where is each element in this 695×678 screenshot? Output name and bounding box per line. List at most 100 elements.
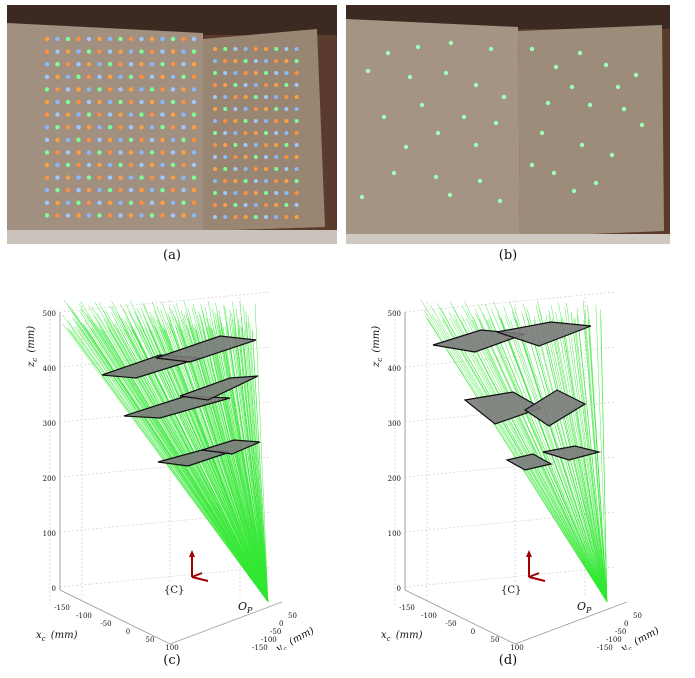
led-dot: [579, 142, 585, 148]
y-axis-label-unit: (mm): [284, 625, 316, 649]
led-dot: [97, 62, 102, 67]
led-dot: [294, 131, 299, 135]
led-dot: [191, 200, 197, 205]
y-tick-label: -50: [270, 628, 281, 636]
x-axis-label-sub: c: [387, 635, 391, 643]
led-dot: [76, 125, 81, 130]
ray-line: [172, 329, 269, 603]
led-dot: [128, 87, 134, 92]
z-tick-label: 400: [388, 365, 401, 373]
led-dot: [253, 107, 258, 111]
led-dot: [553, 64, 559, 70]
x-axis-label: xc (mm): [381, 630, 423, 643]
ray-line: [559, 319, 608, 603]
ray-line: [587, 319, 608, 603]
led-dot: [415, 44, 421, 50]
led-dot: [170, 112, 176, 117]
led-dot: [294, 59, 299, 63]
led-dot: [107, 162, 113, 168]
led-dot: [419, 102, 425, 108]
led-dot: [44, 213, 50, 218]
led-dot: [284, 167, 289, 171]
led-dot: [191, 99, 197, 105]
board-left: [346, 19, 520, 244]
led-dot: [253, 191, 258, 195]
led-dot: [55, 49, 60, 54]
led-dot: [213, 47, 217, 51]
led-dot: [86, 175, 92, 180]
led-dot: [149, 49, 155, 54]
ray-line: [235, 329, 269, 603]
led-dot: [128, 200, 134, 205]
led-dot: [233, 59, 238, 63]
ray-line: [133, 329, 269, 603]
led-dot: [448, 40, 454, 46]
led-dot: [97, 188, 102, 193]
led-dot: [264, 47, 268, 51]
z-tick-label: 500: [43, 310, 56, 318]
led-dot: [443, 70, 449, 76]
led-dot: [65, 49, 71, 54]
led-dot: [149, 150, 155, 155]
led-dot: [191, 36, 197, 42]
led-dot: [497, 198, 503, 204]
led-dot: [55, 36, 60, 42]
ray-line: [552, 318, 608, 603]
led-dot: [107, 150, 113, 155]
led-dot: [274, 215, 279, 219]
led-dot: [97, 74, 102, 80]
ray-line: [576, 315, 608, 603]
led-dot: [55, 200, 60, 205]
camera-frame: [526, 550, 546, 582]
z-tick-label: 0: [397, 585, 401, 593]
led-dot: [107, 200, 113, 205]
led-dot: [149, 137, 155, 142]
ray-line: [146, 322, 269, 603]
led-dot: [107, 112, 113, 117]
led-dot: [181, 213, 186, 218]
led-dot: [213, 59, 217, 63]
ray-line: [191, 325, 269, 603]
led-dot: [253, 131, 258, 135]
led-dot: [233, 155, 238, 159]
led-dot: [76, 87, 81, 92]
led-dot: [213, 191, 217, 195]
ray-line: [203, 329, 269, 603]
led-dot: [191, 62, 197, 67]
led-dot: [170, 49, 176, 54]
origin-label: OP: [577, 600, 592, 615]
led-dot: [65, 162, 71, 168]
led-dot: [76, 188, 81, 193]
led-dot: [76, 112, 81, 117]
led-dot: [107, 137, 113, 142]
led-dot: [44, 175, 50, 180]
grid-line: [59, 291, 271, 313]
led-dot: [55, 137, 60, 142]
led-dot: [294, 191, 299, 195]
led-dot: [233, 71, 238, 75]
y-tick-label: -100: [261, 636, 277, 644]
ray-line: [151, 329, 269, 603]
led-dot: [86, 87, 92, 92]
z-tick-label: 0: [52, 585, 56, 593]
led-dot: [545, 100, 551, 106]
x-tick-label: 50: [146, 636, 155, 644]
led-dot: [44, 62, 50, 67]
z-axis-label-sub: c: [31, 358, 39, 362]
led-dot: [86, 125, 92, 130]
led-dot: [603, 62, 609, 68]
frame-label: {C}: [164, 585, 184, 596]
led-dot: [160, 213, 165, 218]
led-dot: [118, 162, 123, 168]
led-dot: [191, 49, 197, 54]
led-dot: [593, 180, 599, 186]
ray-line: [515, 319, 608, 603]
led-dot: [253, 59, 258, 63]
led-dot: [107, 74, 113, 80]
ray-line: [251, 329, 269, 603]
led-dot: [191, 125, 197, 130]
led-dot: [128, 74, 134, 80]
led-dot: [243, 107, 248, 111]
led-dot: [97, 36, 102, 42]
led-dot: [118, 74, 123, 80]
